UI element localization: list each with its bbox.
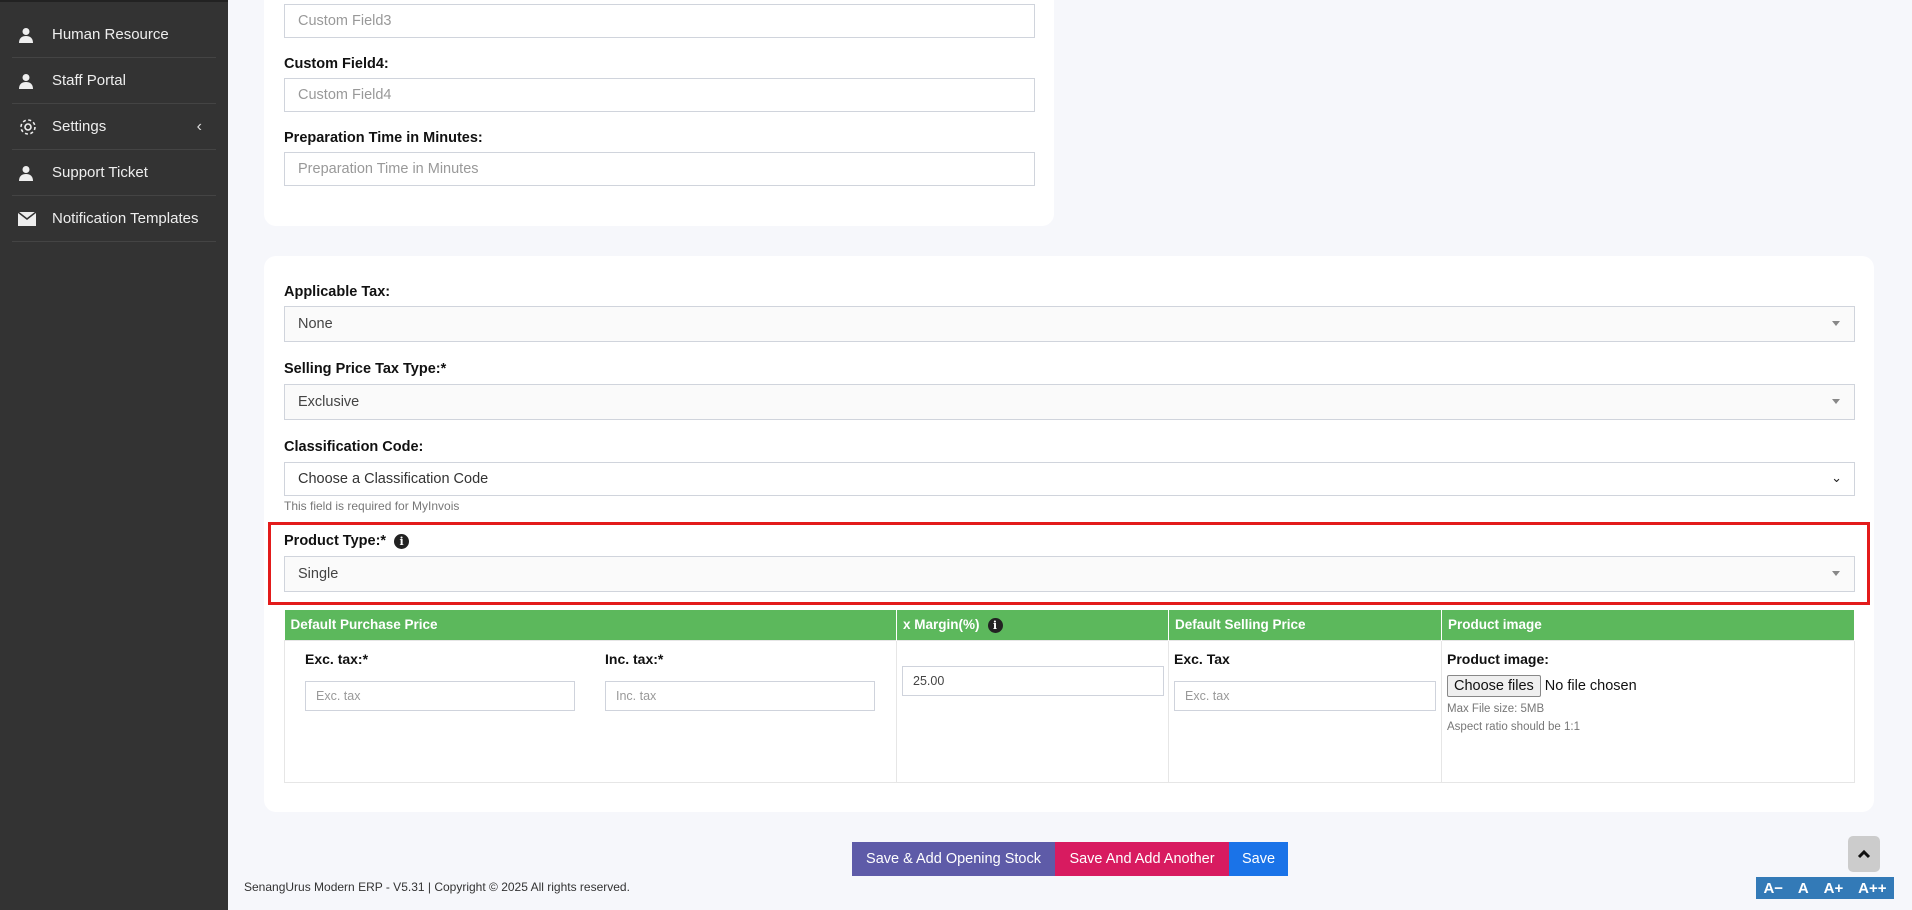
product-type-select[interactable]: Single [284, 556, 1855, 592]
classification-select[interactable]: Choose a Classification Code ⌄ [284, 462, 1855, 496]
selected-value: Single [298, 566, 339, 582]
purchase-exc-tax-input[interactable]: Exc. tax [305, 680, 575, 711]
sidebar-item-label: Support Ticket [52, 164, 148, 181]
aspect-ratio-note: Aspect ratio should be 1:1 [1447, 720, 1580, 733]
sidebar-item-human-resource[interactable]: Human Resource [12, 12, 216, 58]
purchase-inc-tax-input[interactable]: Inc. tax [605, 680, 875, 711]
custom-field3-input[interactable]: Custom Field3 [284, 4, 1035, 38]
caret-down-icon [1832, 571, 1840, 576]
custom-field4-label: Custom Field4: [284, 56, 389, 72]
font-increase-button[interactable]: A+ [1823, 879, 1844, 897]
price-table: Default Purchase Price x Margin(%) i Defa… [284, 610, 1855, 783]
custom-field4-input[interactable]: Custom Field4 [284, 78, 1035, 112]
chevron-down-icon: ⌄ [1831, 470, 1842, 485]
user-icon [12, 73, 52, 89]
font-decrease-button[interactable]: A− [1763, 879, 1784, 897]
chevron-left-icon: ‹ [196, 117, 202, 135]
sidebar-item-support-ticket[interactable]: Support Ticket [12, 150, 216, 196]
save-add-another-button[interactable]: Save And Add Another [1055, 842, 1229, 876]
info-icon[interactable]: i [987, 617, 1003, 633]
font-size-controls: A− A A+ A++ [1756, 877, 1894, 899]
sidebar-item-label: Staff Portal [52, 72, 126, 89]
custom-fields-card: Custom Field3 Custom Field4: Custom Fiel… [264, 0, 1054, 226]
user-icon [12, 165, 52, 181]
sidebar-item-settings[interactable]: Settings ‹ [12, 104, 216, 150]
max-file-size: Max File size: 5MB [1447, 702, 1545, 715]
applicable-tax-label: Applicable Tax: [284, 284, 391, 300]
margin-input[interactable]: 25.00 [902, 665, 1164, 696]
sidebar-item-label: Human Resource [52, 26, 169, 43]
purchase-price-cell: Exc. tax:* Exc. tax Inc. tax:* Inc. tax [284, 639, 897, 783]
selling-tax-type-select[interactable]: Exclusive [284, 384, 1855, 420]
selected-value: None [298, 316, 333, 332]
header-purchase-price: Default Purchase Price [284, 610, 897, 640]
margin-cell: 25.00 [896, 639, 1169, 783]
prep-time-label: Preparation Time in Minutes: [284, 130, 483, 146]
scroll-to-top-button[interactable] [1848, 836, 1880, 872]
font-reset-button[interactable]: A [1797, 879, 1809, 897]
selected-value: Choose a Classification Code [298, 471, 489, 487]
caret-down-icon [1832, 321, 1840, 326]
applicable-tax-select[interactable]: None [284, 306, 1855, 342]
header-selling-price: Default Selling Price [1168, 610, 1442, 640]
caret-down-icon [1832, 399, 1840, 404]
font-increase-more-button[interactable]: A++ [1858, 879, 1887, 897]
header-margin: x Margin(%) i [896, 610, 1169, 640]
selling-price-cell: Exc. Tax Exc. tax [1168, 639, 1442, 783]
selling-tax-type-label: Selling Price Tax Type:* [284, 361, 447, 377]
footer-text: SenangUrus Modern ERP - V5.31 | Copyrigh… [244, 880, 630, 894]
chevron-up-icon [1857, 849, 1871, 859]
file-input[interactable]: Choose files No file chosen [1447, 674, 1637, 697]
selected-value: Exclusive [298, 394, 360, 410]
user-icon [12, 27, 52, 43]
product-type-label-text: Product Type:* [284, 533, 387, 549]
product-image-cell: Product image: Choose files No file chos… [1441, 639, 1855, 783]
sidebar-item-staff-portal[interactable]: Staff Portal [12, 58, 216, 104]
selling-exc-tax-label: Exc. Tax [1174, 650, 1230, 667]
sidebar-item-label: Settings [52, 118, 107, 135]
header-margin-text: x Margin(%) [903, 616, 980, 632]
classification-label: Classification Code: [284, 439, 424, 455]
gear-icon [12, 117, 52, 137]
selling-exc-tax-input[interactable]: Exc. tax [1174, 680, 1436, 711]
sidebar-item-label: Notification Templates [52, 210, 199, 227]
envelope-icon [12, 211, 52, 226]
inc-tax-label: Inc. tax:* [605, 650, 664, 667]
product-type-label: Product Type:* i [284, 533, 410, 549]
prep-time-input[interactable]: Preparation Time in Minutes [284, 152, 1035, 186]
header-product-image: Product image [1441, 610, 1855, 640]
sidebar: Human Resource Staff Portal Settings ‹ S… [0, 0, 228, 910]
exc-tax-label: Exc. tax:* [305, 650, 369, 667]
product-image-label: Product image: [1447, 650, 1549, 667]
save-add-opening-stock-button[interactable]: Save & Add Opening Stock [852, 842, 1055, 876]
info-icon[interactable]: i [394, 533, 410, 549]
sidebar-item-notification-templates[interactable]: Notification Templates [12, 196, 216, 242]
highlight-box [268, 522, 1870, 605]
classification-help: This field is required for MyInvois [284, 499, 460, 513]
no-file-text: No file chosen [1544, 677, 1637, 694]
save-button[interactable]: Save [1229, 842, 1288, 876]
choose-files-button[interactable]: Choose files [1447, 674, 1541, 697]
